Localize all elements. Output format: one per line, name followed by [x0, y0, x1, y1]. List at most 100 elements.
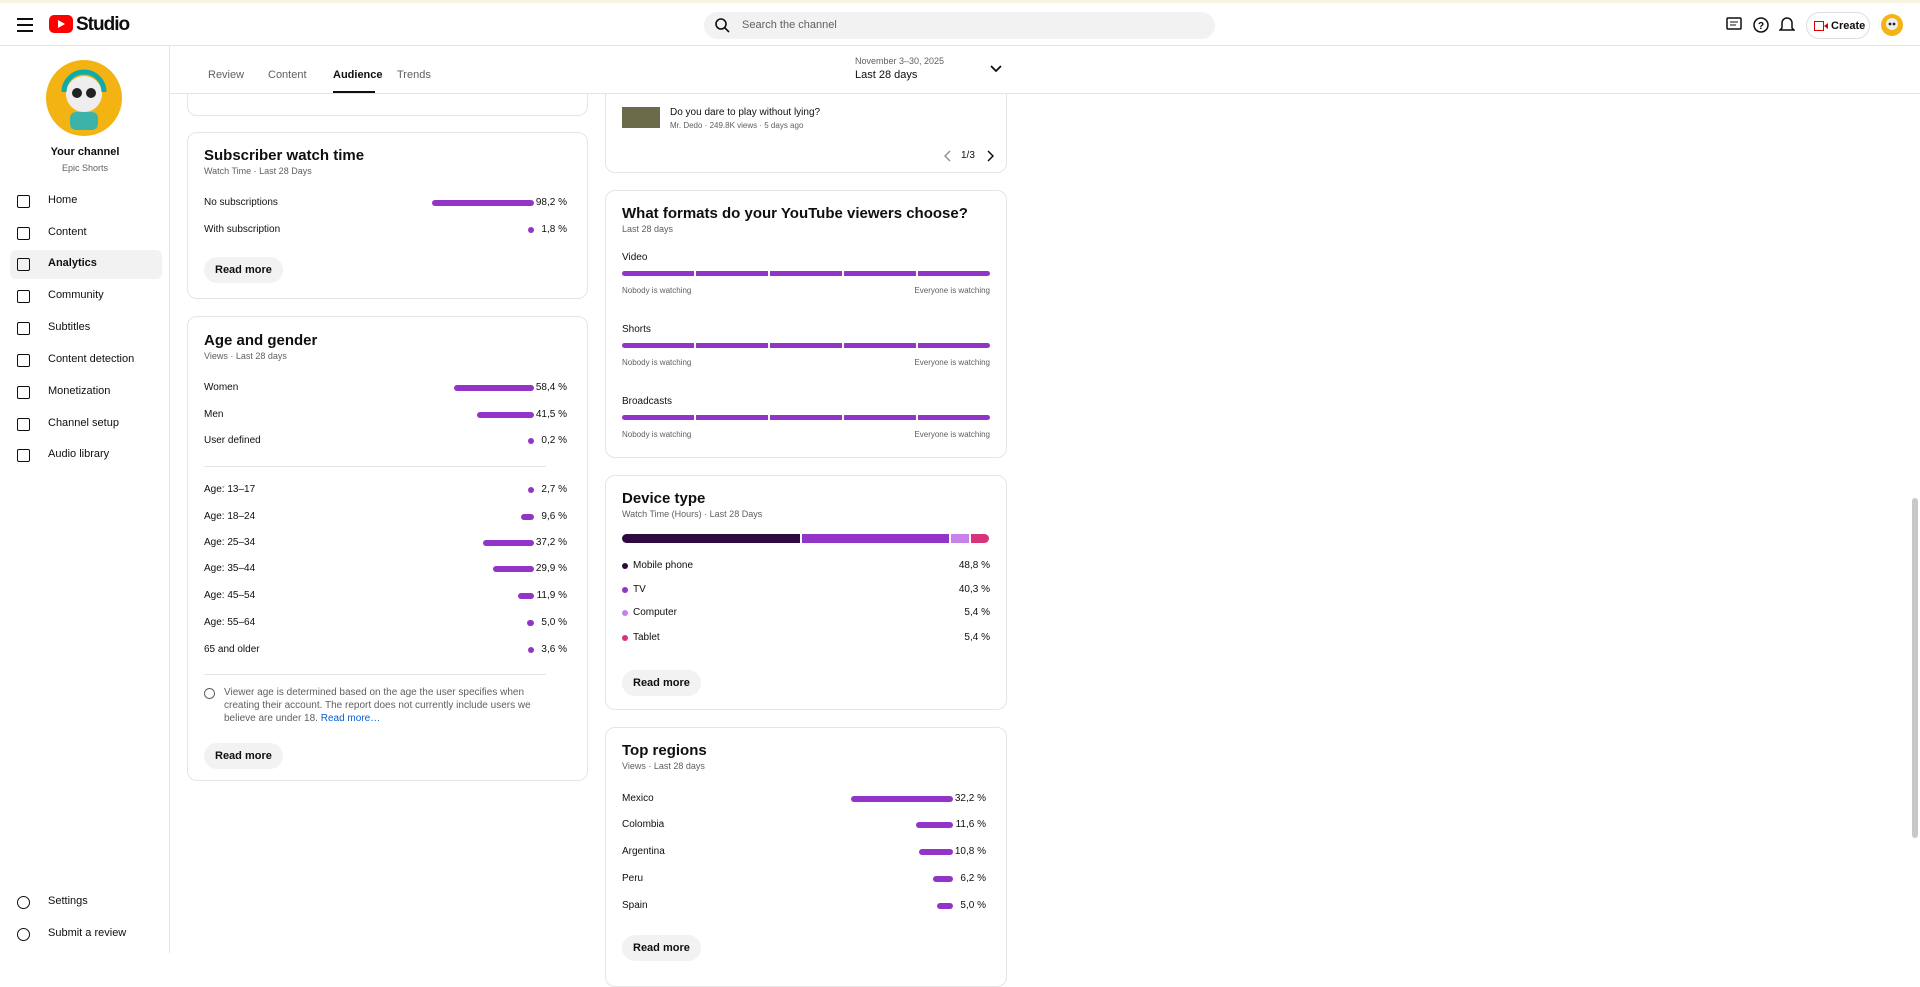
search-placeholder: Search the channel: [742, 19, 837, 31]
row-value: 5,0 %: [960, 900, 986, 911]
pager-next[interactable]: [986, 150, 994, 162]
nav-icon: [17, 418, 30, 431]
nav-highlight: [10, 250, 162, 279]
bar: [493, 566, 534, 572]
tab[interactable]: Trends: [397, 69, 431, 81]
row-label: Peru: [622, 873, 644, 884]
nav-item[interactable]: Monetization: [48, 385, 111, 397]
divider: [204, 674, 546, 675]
read-more-button[interactable]: Read more: [204, 743, 283, 769]
video-thumbnail[interactable]: [622, 107, 660, 128]
format-right-label: Everyone is watching: [914, 430, 990, 439]
read-more-button[interactable]: Read more: [204, 257, 283, 283]
tab[interactable]: Review: [208, 69, 245, 81]
format-segment: [770, 271, 842, 276]
device-segment: [622, 534, 801, 543]
tab[interactable]: Content: [268, 69, 307, 81]
format-left-label: Nobody is watching: [622, 430, 692, 439]
row-label: Age: 45–54: [204, 590, 256, 601]
read-more-button[interactable]: Read more: [622, 935, 701, 961]
sidebar: Your channel Epic Shorts Home Content Anal…: [0, 46, 170, 953]
formats-card: What formats do your YouTube viewers cho…: [605, 190, 1007, 458]
bar: [477, 412, 534, 418]
nav-icon: [17, 896, 30, 909]
legend-value: 5,4 %: [964, 632, 990, 643]
row-label: Age: 13–17: [204, 484, 256, 495]
nav-item[interactable]: Content detection: [48, 353, 135, 365]
nav-icon: [17, 322, 30, 335]
notifications-icon[interactable]: [1779, 16, 1795, 34]
divider: [204, 466, 546, 467]
row-value: 11,6 %: [955, 819, 986, 830]
card-subtitle: Views · Last 28 days: [622, 761, 705, 771]
nav-item[interactable]: Settings: [48, 895, 88, 907]
account-avatar[interactable]: [1881, 14, 1903, 36]
format-segment: [622, 271, 694, 276]
nav-item[interactable]: Audio library: [48, 448, 110, 460]
row-label: User defined: [204, 435, 261, 446]
note-link[interactable]: Read more…: [320, 713, 381, 724]
row-value: 5,0 %: [541, 617, 567, 628]
device-segment: [951, 534, 970, 543]
read-more-button[interactable]: Read more: [622, 670, 701, 696]
logo-icon[interactable]: [49, 15, 73, 33]
legend-value: 40,3 %: [958, 584, 990, 595]
logo-text[interactable]: Studio: [76, 14, 130, 35]
format-name: Shorts: [622, 324, 651, 335]
channel-title[interactable]: Your channel: [50, 146, 120, 158]
bar: [918, 849, 953, 855]
scrollbar[interactable]: [1912, 498, 1918, 838]
comments-icon[interactable]: [1726, 17, 1742, 33]
nav-item[interactable]: Analytics: [48, 257, 97, 269]
device-card: Device type Watch Time (Hours) · Last 28 …: [605, 475, 1007, 710]
format-right-label: Everyone is watching: [914, 358, 990, 367]
nav-item[interactable]: Content: [48, 226, 87, 238]
date-period[interactable]: Last 28 days: [855, 69, 918, 81]
nav-item[interactable]: Home: [48, 194, 78, 206]
tab[interactable]: Audience: [333, 69, 383, 81]
search-box[interactable]: Search the channel: [704, 12, 1215, 39]
bar: [937, 903, 953, 909]
nav-icon: [17, 290, 30, 303]
format-segment: [918, 415, 990, 420]
nav-item[interactable]: Community: [48, 289, 104, 301]
row-value: 2,7 %: [541, 484, 567, 495]
nav-item[interactable]: Channel setup: [48, 417, 119, 429]
nav-item[interactable]: Subtitles: [48, 321, 91, 333]
format-segment: [622, 343, 694, 348]
row-label: 65 and older: [204, 644, 260, 655]
bar: [432, 200, 534, 206]
legend-label: Tablet: [633, 632, 660, 643]
pager-prev[interactable]: [944, 150, 952, 162]
create-button[interactable]: Create: [1806, 12, 1870, 39]
row-label: With subscription: [204, 224, 281, 235]
row-label: Men: [204, 409, 224, 420]
nav-icon: [17, 195, 30, 208]
bar: [454, 385, 534, 391]
legend-label: Mobile phone: [633, 560, 694, 571]
menu-icon[interactable]: [16, 17, 34, 33]
row-value: 41,5 %: [535, 409, 567, 420]
date-dropdown-icon[interactable]: [990, 65, 1002, 73]
regions-card: Top regions Views · Last 28 days Mexico 32,…: [605, 727, 1007, 987]
row-label: Age: 18–24: [204, 511, 256, 522]
nav-icon: [17, 928, 30, 941]
row-value: 3,6 %: [541, 644, 567, 655]
legend-value: 5,4 %: [964, 607, 990, 618]
legend-dot: [622, 587, 628, 593]
video-title[interactable]: Do you dare to play without lying?: [670, 107, 821, 118]
channel-avatar[interactable]: [46, 60, 122, 136]
format-segment: [622, 415, 694, 420]
nav-icon: [17, 386, 30, 399]
video-meta: Mr. Dedo · 249.8K views · 5 days ago: [670, 121, 804, 130]
help-icon[interactable]: ?: [1753, 17, 1769, 33]
nav-item[interactable]: Submit a review: [48, 927, 127, 939]
row-label: Age: 25–34: [204, 537, 256, 548]
tabs-bar: November 3–30, 2025 Last 28 days Review C…: [170, 46, 1920, 94]
legend-label: Computer: [633, 607, 677, 618]
note-text: Viewer age is determined based on the ag…: [224, 687, 531, 724]
nav-icon: [17, 449, 30, 462]
channel-name: Epic Shorts: [61, 163, 109, 173]
row-label: Mexico: [622, 793, 654, 804]
